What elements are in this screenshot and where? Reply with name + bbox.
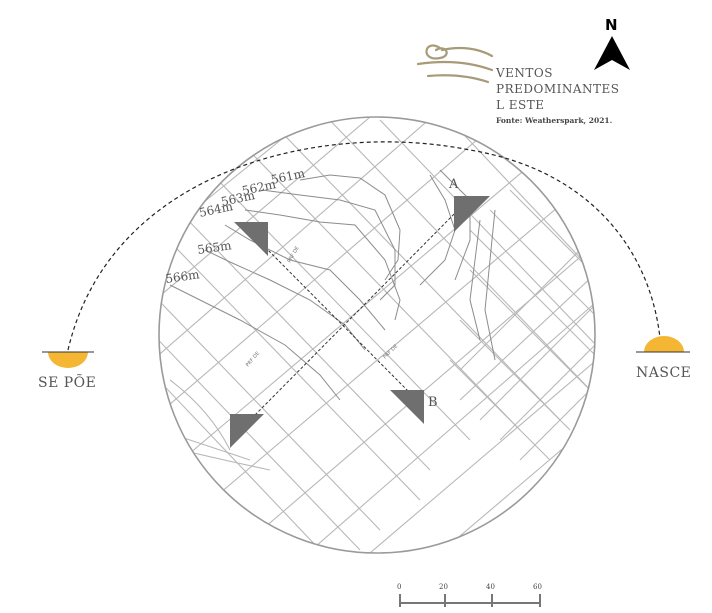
section-marker-a <box>454 196 490 232</box>
sunrise-icon <box>636 336 690 353</box>
wind-legend-line-3: L ESTE <box>496 98 545 112</box>
section-marker-a-end <box>230 414 264 448</box>
scale-tick-20: 20 <box>439 583 448 591</box>
scale-tick-60: 60 <box>533 583 542 591</box>
scale-tick-0: 0 <box>397 583 401 591</box>
wind-legend-source: Fonte: Weatherspark, 2021. <box>496 116 612 125</box>
site-boundary <box>158 116 596 554</box>
wind-legend-line-1: VENTOS <box>495 66 553 80</box>
section-marker-b-end <box>390 390 424 424</box>
sunrise-label: NASCE <box>636 365 691 381</box>
point-label-b: B <box>428 395 438 410</box>
section-marker-b-start <box>234 222 268 256</box>
street-label-2: PRF DE <box>245 351 261 369</box>
scale-tick-40: 40 <box>486 583 495 591</box>
point-label-a: A <box>448 177 459 192</box>
contour-label-566: 566m <box>164 267 201 286</box>
scale-bar <box>399 594 541 607</box>
north-arrow-icon <box>594 36 630 70</box>
north-label: N <box>605 16 618 34</box>
section-line-b <box>257 239 413 396</box>
contour-label-565: 565m <box>196 238 233 257</box>
street-grid <box>159 117 595 553</box>
wind-icon <box>416 44 494 84</box>
sun-path-arc <box>67 141 661 351</box>
wind-legend-line-2: PREDOMINANTES <box>496 82 620 96</box>
contour-lines <box>169 169 496 401</box>
section-line-a <box>254 199 469 416</box>
sunset-label: SE PÕE <box>38 373 96 391</box>
sunset-icon <box>42 351 94 368</box>
